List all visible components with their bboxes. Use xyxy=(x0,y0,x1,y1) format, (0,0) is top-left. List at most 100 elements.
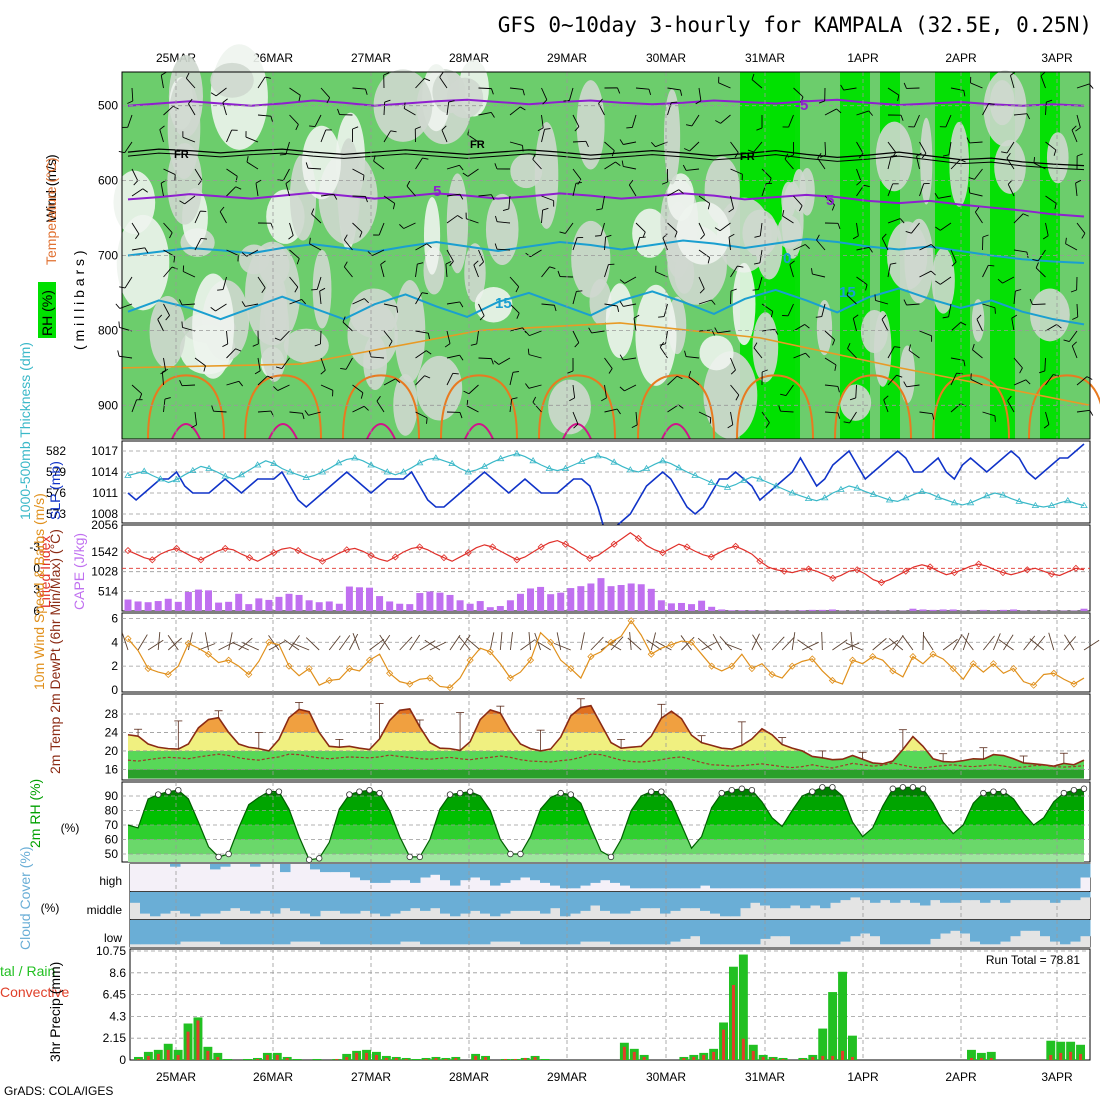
wind-barb-flag xyxy=(491,194,495,201)
wind-barb-flag xyxy=(688,371,692,377)
cloud-bar xyxy=(750,920,761,945)
thickness-marker xyxy=(140,467,148,474)
cloud-bar xyxy=(790,920,801,945)
wind10-frame xyxy=(121,612,1091,693)
cloud-bar xyxy=(930,920,941,939)
rh-low-patch xyxy=(464,243,486,303)
thickness-marker xyxy=(772,482,780,489)
thickness-marker xyxy=(351,454,359,461)
wind-barb xyxy=(847,348,857,359)
wind-barb-flag xyxy=(1076,153,1083,157)
cloud-bar xyxy=(650,920,661,945)
wind-barb-flag xyxy=(685,124,693,127)
precip-conv-bar xyxy=(682,1057,686,1060)
cloud-bar xyxy=(670,920,681,942)
wind-barb xyxy=(215,87,227,97)
cloud-bar xyxy=(850,864,861,889)
wind-barb-flag xyxy=(519,106,526,111)
y-tick-label: 2 xyxy=(111,659,118,673)
wind-barb-flag xyxy=(179,200,185,205)
y-tick-label: 20 xyxy=(105,744,119,758)
cloud-bar xyxy=(440,892,451,914)
cape-bar xyxy=(506,600,514,611)
wind-barb xyxy=(730,290,732,305)
wind-barb xyxy=(635,222,646,233)
wind-barb-flag xyxy=(676,375,683,380)
li-marker xyxy=(926,563,934,571)
rh-low-patch xyxy=(949,121,970,207)
precip-total-bar xyxy=(1076,1044,1085,1060)
wind-barb-flag xyxy=(778,405,781,412)
wind-barb xyxy=(1013,213,1024,224)
cape-bar xyxy=(567,588,575,611)
wind-barb xyxy=(343,239,353,251)
cloud-bar xyxy=(420,864,431,878)
cloud-bar xyxy=(360,920,371,945)
cloud-bar xyxy=(680,892,691,909)
cloud-bar xyxy=(150,892,161,917)
wind-barb-flag xyxy=(449,261,454,267)
wind-barb-flag xyxy=(847,342,851,349)
y-tick-label: -3 xyxy=(29,540,40,554)
wind-barb xyxy=(1076,376,1088,386)
cape-bar xyxy=(637,584,645,611)
rh-low-patch xyxy=(534,122,559,229)
wind10-marker xyxy=(506,674,514,682)
wind-barb xyxy=(816,239,826,251)
wind-barb xyxy=(163,168,176,175)
cloud-bar xyxy=(500,920,511,942)
wind-barb xyxy=(541,129,545,143)
wind-barb xyxy=(478,87,492,90)
cloud-bar xyxy=(430,864,441,875)
wind-barb-flag xyxy=(1071,341,1077,347)
wind-barb xyxy=(406,185,416,197)
wind-barb-flag xyxy=(616,408,621,415)
contour-10 xyxy=(121,322,1091,407)
cloud-bar xyxy=(680,920,691,939)
wind-barb-flag xyxy=(834,364,837,371)
cloud-bar xyxy=(980,920,991,945)
wind-barb-flag xyxy=(191,424,197,429)
wind-barb xyxy=(478,303,485,316)
wind-barb xyxy=(478,194,492,197)
wind-barb-flag xyxy=(439,72,444,78)
wind10-barb xyxy=(1033,635,1046,651)
wind-barb xyxy=(572,384,576,398)
wind-barb-flag xyxy=(615,161,621,166)
wind-barb xyxy=(761,168,772,179)
wind-barb-flag xyxy=(789,260,795,265)
cloud-bar xyxy=(570,920,581,945)
cloud-bar xyxy=(190,920,201,942)
wind-barb-flag xyxy=(203,365,206,372)
wind-barb-flag xyxy=(415,126,421,130)
wind-barb-flag xyxy=(470,343,477,346)
wind-barb xyxy=(226,249,239,256)
cloud-bar xyxy=(970,920,981,942)
cloud-bar xyxy=(830,864,841,889)
wind-barb-flag xyxy=(211,405,214,412)
wind-barb-flag xyxy=(235,176,238,183)
wind-barb-flag xyxy=(342,316,346,323)
precip-conv-bar xyxy=(474,1055,478,1060)
wind-barb-flag xyxy=(567,370,574,374)
wind10-marker xyxy=(768,670,776,679)
wind-barb-flag xyxy=(421,292,428,295)
wind-barb xyxy=(320,330,322,345)
wind-barb xyxy=(887,346,895,359)
wind-barb-flag xyxy=(896,374,903,378)
wind10-barb xyxy=(751,633,760,651)
precip-conv-bar xyxy=(781,1058,785,1060)
cloud-bar xyxy=(620,864,631,886)
wind-barb-flag xyxy=(699,288,705,294)
wind-barb-flag xyxy=(930,244,936,249)
wind-barb-flag xyxy=(679,89,683,96)
thickness-marker xyxy=(545,464,553,471)
rh-low-patch xyxy=(192,273,235,379)
wind10-barb xyxy=(680,635,692,651)
rh-low-patch xyxy=(446,77,484,119)
wind10-barb xyxy=(882,639,899,651)
thickness-marker xyxy=(367,461,375,468)
wind-barb-flag xyxy=(678,189,684,194)
wind-barb-flag xyxy=(737,265,744,268)
